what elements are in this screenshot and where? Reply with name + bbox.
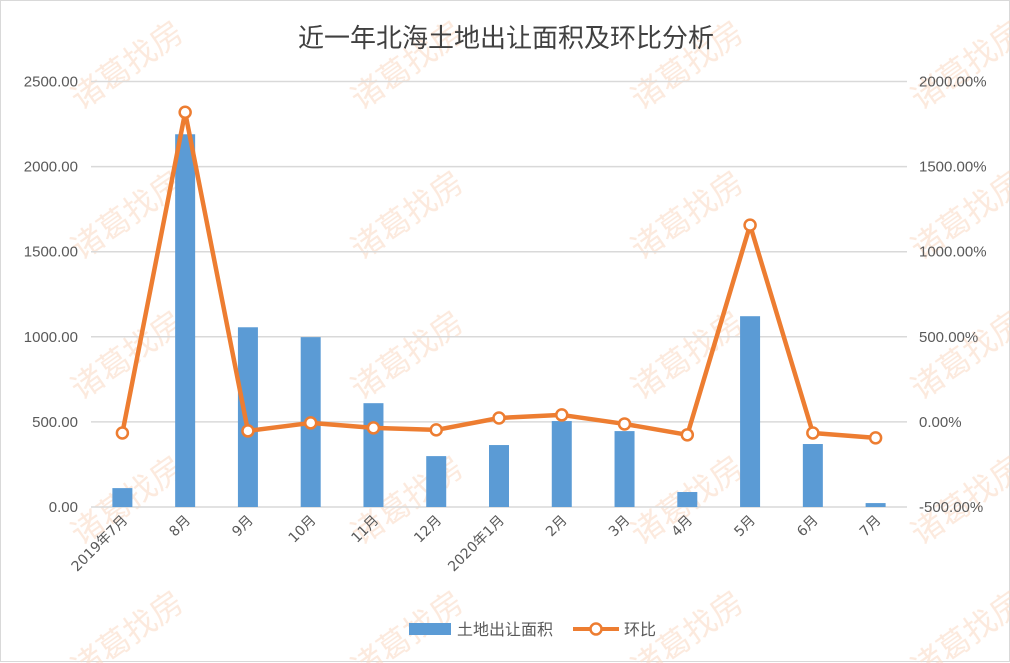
legend-bar-swatch bbox=[409, 623, 451, 635]
watermark-text: 诸葛找房 bbox=[64, 583, 191, 663]
line-marker bbox=[743, 218, 757, 232]
line-marker bbox=[617, 417, 632, 431]
x-tick-label: 2020年1月 bbox=[445, 513, 508, 576]
left-tick-label: 2000.00 bbox=[24, 159, 78, 176]
x-axis: 2019年7月 8月 9月 10月 11月 12月 2020年1月 2月 3月 4月 5月 6月 7月 bbox=[69, 513, 885, 576]
watermark-text: 诸葛找房 bbox=[904, 583, 1010, 663]
line-marker bbox=[429, 423, 443, 437]
x-tick-label: 5月 bbox=[731, 513, 759, 541]
legend: 土地出让面积 环比 bbox=[409, 620, 656, 639]
line-marker bbox=[303, 416, 318, 430]
line-marker bbox=[806, 426, 820, 440]
bar bbox=[175, 134, 196, 507]
left-tick-label: 2500.00 bbox=[24, 74, 78, 91]
x-tick-label: 10月 bbox=[286, 513, 320, 547]
bar bbox=[237, 327, 258, 507]
line-marker bbox=[555, 408, 569, 422]
watermark-text: 诸葛找房 bbox=[904, 303, 1010, 408]
x-tick-label: 8月 bbox=[166, 513, 194, 541]
bar bbox=[740, 316, 761, 507]
x-tick-label: 2月 bbox=[543, 513, 571, 541]
line-marker bbox=[492, 411, 506, 425]
legend-line-label: 环比 bbox=[624, 620, 656, 639]
watermark-text: 诸葛找房 bbox=[624, 303, 751, 408]
left-axis: 0.00 500.00 1000.00 1500.00 2000.00 2500.00 bbox=[24, 74, 78, 517]
x-tick-label: 12月 bbox=[411, 513, 445, 547]
line-series bbox=[115, 105, 883, 445]
left-tick-label: 1500.00 bbox=[24, 244, 78, 261]
right-tick-label: 0.00% bbox=[919, 414, 962, 431]
watermark-text: 诸葛找房 bbox=[64, 13, 191, 118]
right-tick-label: -500.00% bbox=[919, 499, 983, 516]
left-tick-label: 1000.00 bbox=[24, 329, 78, 346]
legend-bar-label: 土地出让面积 bbox=[457, 620, 553, 639]
x-tick-label: 9月 bbox=[229, 513, 257, 541]
bar bbox=[489, 445, 509, 507]
bar bbox=[363, 403, 384, 507]
legend-line-marker-icon bbox=[589, 622, 603, 636]
right-tick-label: 500.00% bbox=[919, 329, 978, 346]
line-marker bbox=[868, 431, 883, 445]
bar bbox=[865, 503, 886, 507]
line-marker bbox=[366, 421, 381, 435]
watermark-text: 诸葛找房 bbox=[904, 13, 1010, 118]
line-path bbox=[120, 110, 876, 441]
line-marker bbox=[680, 428, 695, 442]
line-marker bbox=[115, 426, 130, 440]
watermark-text: 诸葛找房 bbox=[64, 303, 191, 408]
watermark-text: 诸葛找房 bbox=[344, 583, 471, 663]
left-tick-label: 0.00 bbox=[49, 499, 78, 516]
bar bbox=[614, 431, 635, 507]
line-marker bbox=[241, 424, 255, 438]
x-tick-label: 7月 bbox=[857, 513, 885, 541]
right-tick-label: 1000.00% bbox=[919, 244, 987, 261]
bar-series bbox=[112, 134, 886, 507]
bar bbox=[551, 421, 572, 507]
bar bbox=[677, 492, 698, 507]
line-marker bbox=[178, 105, 192, 120]
right-tick-label: 1500.00% bbox=[919, 159, 987, 176]
bar bbox=[426, 456, 447, 507]
x-tick-label: 6月 bbox=[794, 513, 822, 541]
watermark-text: 诸葛找房 bbox=[344, 303, 471, 408]
bar bbox=[802, 444, 823, 507]
left-tick-label: 500.00 bbox=[32, 414, 78, 431]
chart-title: 近一年北海土地出让面积及环比分析 bbox=[298, 24, 714, 54]
bar bbox=[112, 488, 133, 507]
gridlines bbox=[91, 80, 907, 508]
right-tick-label: 2000.00% bbox=[919, 74, 987, 91]
right-axis: -500.00% 0.00% 500.00% 1000.00% 1500.00% 2000… bbox=[919, 74, 987, 517]
